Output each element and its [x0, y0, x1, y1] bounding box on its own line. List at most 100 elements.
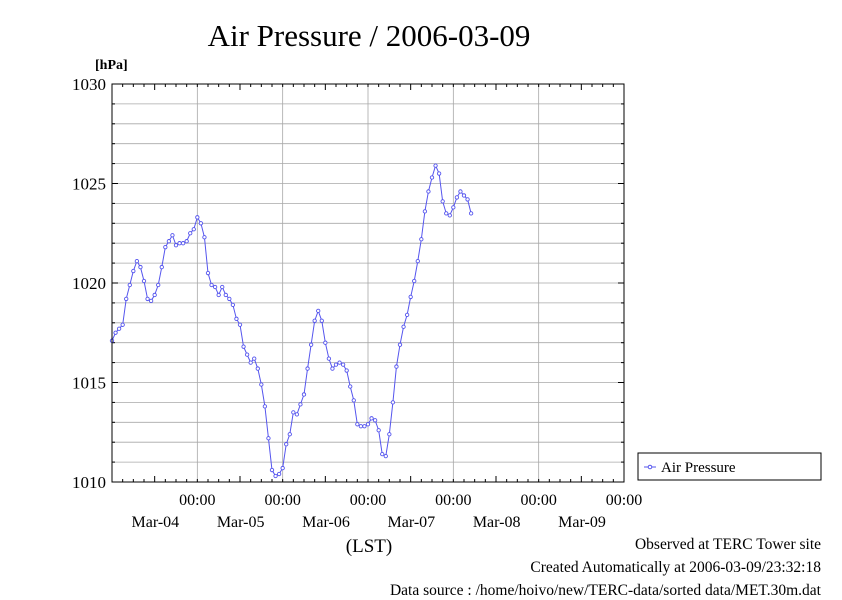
data-point	[212, 284, 218, 290]
data-point	[458, 189, 463, 194]
data-point	[134, 258, 140, 264]
data-point	[116, 326, 122, 331]
data-point	[294, 412, 300, 417]
data-point	[447, 213, 452, 218]
data-point	[237, 322, 243, 327]
data-point	[326, 356, 332, 361]
x-tick-date-label: Mar-09	[558, 514, 606, 531]
data-point	[422, 209, 428, 214]
x-tick-date-label: Mar-08	[473, 514, 521, 531]
data-point	[355, 422, 360, 427]
data-point	[301, 392, 307, 397]
data-point	[397, 342, 403, 347]
data-point	[312, 318, 317, 323]
x-tick-date-label: Mar-05	[217, 514, 265, 531]
footer-observed: Observed at TERC Tower site	[634, 536, 821, 553]
x-tick-date-label: Mar-07	[387, 514, 435, 531]
data-point	[184, 239, 189, 244]
data-point	[426, 189, 431, 194]
data-point	[380, 451, 385, 457]
data-point	[195, 215, 200, 220]
data-point	[234, 316, 239, 321]
data-point	[152, 292, 157, 298]
data-point	[223, 292, 228, 298]
data-point	[141, 278, 147, 284]
data-point	[451, 205, 456, 210]
data-point	[148, 298, 154, 304]
data-point	[365, 422, 371, 427]
data-point	[198, 221, 204, 226]
data-point	[262, 404, 268, 409]
y-axis-ticks: 1010 1015 1020 1025 1030	[72, 75, 624, 492]
data-point	[415, 258, 420, 264]
footer-created: Created Automatically at 2006-03-09/23:3…	[530, 559, 821, 576]
data-point	[255, 366, 260, 371]
data-point	[205, 270, 211, 276]
data-point	[323, 340, 328, 345]
data-point	[170, 233, 175, 238]
data-point	[394, 364, 399, 369]
legend-label: Air Pressure	[661, 460, 736, 476]
plot-frame	[111, 83, 625, 483]
series-line	[111, 164, 472, 477]
data-point	[390, 400, 396, 405]
data-point	[166, 239, 172, 244]
data-point	[468, 211, 474, 216]
data-point	[120, 322, 125, 327]
data-point	[287, 432, 292, 437]
data-point	[333, 362, 339, 367]
data-point	[340, 362, 346, 367]
data-point	[429, 175, 435, 180]
data-point	[308, 342, 314, 347]
x-axis-label: (LST)	[346, 536, 392, 557]
data-point	[369, 416, 374, 421]
data-point	[412, 278, 417, 284]
x-axis-ticks: 00:00Mar-0400:00Mar-0500:00Mar-0600:00Ma…	[111, 84, 642, 531]
data-point	[202, 235, 207, 240]
x-tick-time-label: 00:00	[350, 492, 386, 509]
legend: Air Pressure	[637, 452, 822, 481]
data-point	[124, 296, 129, 302]
footer-source: Data source : /home/hoivo/new/TERC-data/…	[389, 582, 821, 599]
data-point	[376, 428, 381, 433]
y-tick-label: 1015	[72, 374, 106, 393]
x-tick-time-label: 00:00	[179, 492, 215, 509]
data-point	[372, 418, 378, 423]
data-point	[259, 382, 264, 387]
data-point	[216, 292, 221, 298]
data-point	[138, 264, 143, 270]
data-point	[387, 432, 392, 437]
data-point	[444, 211, 449, 216]
grid	[112, 84, 624, 482]
data-point	[408, 294, 413, 300]
data-point	[404, 312, 410, 317]
data-point	[131, 268, 136, 274]
data-point	[465, 197, 470, 202]
data-point	[244, 352, 250, 357]
data-point	[358, 424, 364, 429]
data-point	[319, 318, 324, 323]
data-point	[180, 241, 186, 246]
data-point	[461, 193, 467, 198]
x-tick-date-label: Mar-04	[131, 514, 179, 531]
data-point	[227, 296, 232, 302]
series-air-pressure	[109, 163, 474, 479]
data-point	[419, 237, 424, 242]
y-tick-label: 1010	[72, 473, 106, 492]
data-point	[266, 436, 271, 441]
data-point	[316, 308, 321, 314]
data-point	[433, 163, 438, 168]
data-point	[252, 356, 257, 361]
data-point	[337, 360, 342, 365]
data-point	[454, 195, 460, 200]
data-point	[276, 471, 282, 477]
data-point	[305, 366, 310, 371]
data-point	[348, 384, 353, 389]
y-tick-label: 1030	[72, 75, 106, 94]
data-point	[436, 171, 442, 176]
data-point	[269, 467, 275, 473]
data-point	[298, 402, 303, 407]
data-point	[280, 465, 285, 471]
data-point	[191, 227, 196, 232]
legend-marker	[647, 464, 653, 470]
